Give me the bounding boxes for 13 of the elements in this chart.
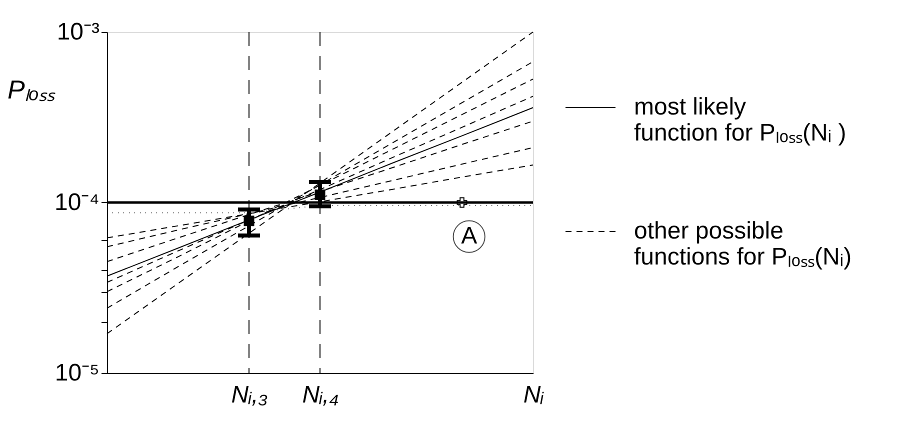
annotation: A <box>461 222 478 250</box>
y-tick-label: 10⁻⁴ <box>54 189 100 216</box>
x-tick-label: Nᵢ,₃ <box>231 382 268 408</box>
point <box>244 216 254 226</box>
y-axis-title: Pₗₒₛₛ <box>8 74 56 104</box>
point <box>314 190 326 200</box>
x-tick-label: Nᵢ,₄ <box>302 382 339 408</box>
y-tick-label: 10⁻³ <box>56 18 100 46</box>
y-tick-label: 10⁻⁵ <box>54 360 100 386</box>
legend-label: most likely function for Pₗₒₛₛ(Nᵢ ) <box>634 94 846 146</box>
x-tick-label: Nᵢ <box>523 382 545 408</box>
point <box>456 197 468 208</box>
legend-label: other possible functions for Pₗₒₛₛ(Nᵢ) <box>634 218 852 270</box>
